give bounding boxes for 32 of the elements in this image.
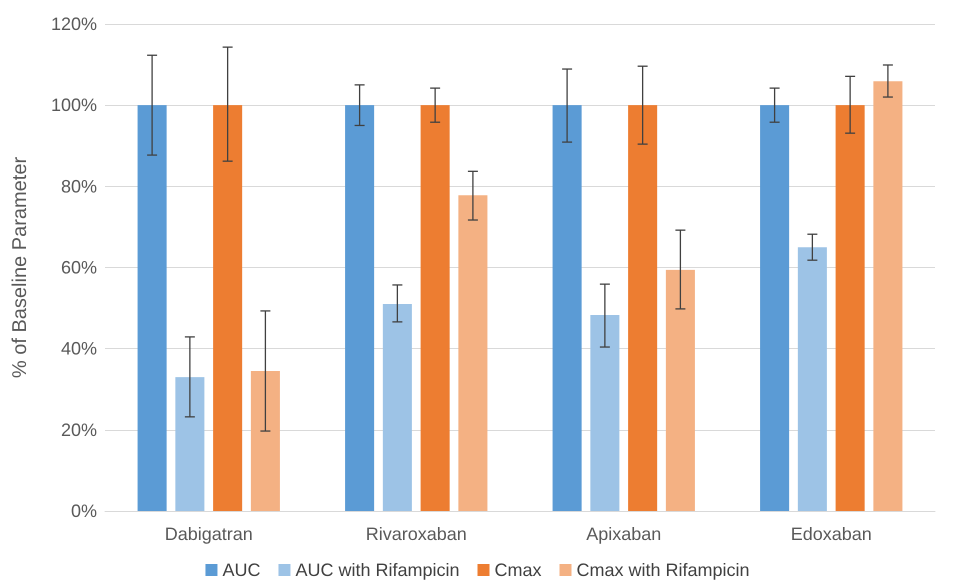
bar — [213, 105, 242, 511]
y-tick-label: 120% — [50, 14, 97, 34]
bar — [250, 370, 280, 511]
bar — [175, 377, 204, 511]
legend-label: Cmax with Rifampicin — [576, 560, 750, 580]
bar — [552, 105, 582, 511]
legend-label: AUC — [222, 560, 260, 580]
y-tick-label: 80% — [60, 176, 97, 196]
bar — [138, 105, 167, 511]
y-tick-label: 0% — [70, 501, 97, 521]
bar — [590, 314, 620, 511]
y-axis-title: % of Baseline Parameter — [9, 156, 31, 378]
bar — [420, 105, 450, 511]
bar — [345, 105, 374, 511]
bar — [873, 81, 902, 511]
y-tick-label: 100% — [50, 95, 97, 116]
y-tick-label: 60% — [60, 258, 97, 278]
bar — [760, 105, 790, 511]
bar — [836, 105, 865, 511]
y-tick-label: 20% — [60, 420, 97, 440]
bar — [458, 195, 488, 511]
x-tick-label: Dabigatran — [164, 524, 253, 544]
x-tick-label: Apixaban — [586, 524, 662, 544]
bar — [798, 247, 827, 511]
y-tick-label: 40% — [60, 338, 97, 359]
legend-label: AUC with Rifampicin — [295, 560, 460, 580]
legend-label: Cmax — [494, 560, 542, 580]
bar — [666, 270, 695, 511]
bar — [382, 304, 412, 511]
bar — [628, 105, 658, 511]
x-tick-label: Edoxaban — [790, 524, 872, 544]
x-tick-label: Rivaroxaban — [366, 524, 467, 544]
